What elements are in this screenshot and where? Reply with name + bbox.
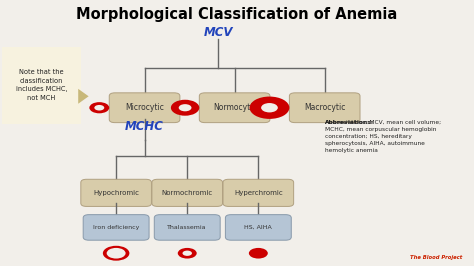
Text: Note that the
classification
includes MCHC,
not MCH: Note that the classification includes MC… [16,69,67,101]
Text: Thalassemia: Thalassemia [167,225,207,230]
Circle shape [171,100,200,116]
Text: Abbreviations:: Abbreviations: [325,120,374,125]
FancyBboxPatch shape [81,179,152,206]
Text: The Blood Project: The Blood Project [410,255,462,260]
Text: Morphological Classification of Anemia: Morphological Classification of Anemia [76,7,398,22]
Circle shape [178,248,197,259]
Text: HS, AIHA: HS, AIHA [245,225,272,230]
Circle shape [89,102,109,113]
Text: Iron deficiency: Iron deficiency [93,225,139,230]
FancyBboxPatch shape [199,93,270,123]
FancyBboxPatch shape [109,93,180,123]
FancyBboxPatch shape [83,215,149,240]
Circle shape [182,251,192,256]
Circle shape [107,248,126,259]
FancyBboxPatch shape [223,179,294,206]
Circle shape [103,246,129,261]
Circle shape [249,97,289,119]
Text: MCV: MCV [203,26,233,39]
Circle shape [249,248,268,259]
FancyBboxPatch shape [289,93,360,123]
FancyBboxPatch shape [155,215,220,240]
Circle shape [179,104,191,111]
Circle shape [94,105,104,111]
Text: MCHC: MCHC [125,120,164,133]
FancyBboxPatch shape [2,47,81,124]
Text: Hypochromic: Hypochromic [93,190,139,196]
Circle shape [261,103,278,113]
Text: Microcytic: Microcytic [125,103,164,112]
Text: Normochromic: Normochromic [162,190,213,196]
Text: Abbreviations: MCV, mean cell volume;
MCHC, mean corpuscular hemoglobin
concentr: Abbreviations: MCV, mean cell volume; MC… [325,120,441,153]
FancyBboxPatch shape [226,215,291,240]
Text: Normocytic: Normocytic [213,103,256,112]
Text: Macrocytic: Macrocytic [304,103,346,112]
Polygon shape [78,89,89,104]
Text: Hyperchromic: Hyperchromic [234,190,283,196]
FancyBboxPatch shape [152,179,223,206]
